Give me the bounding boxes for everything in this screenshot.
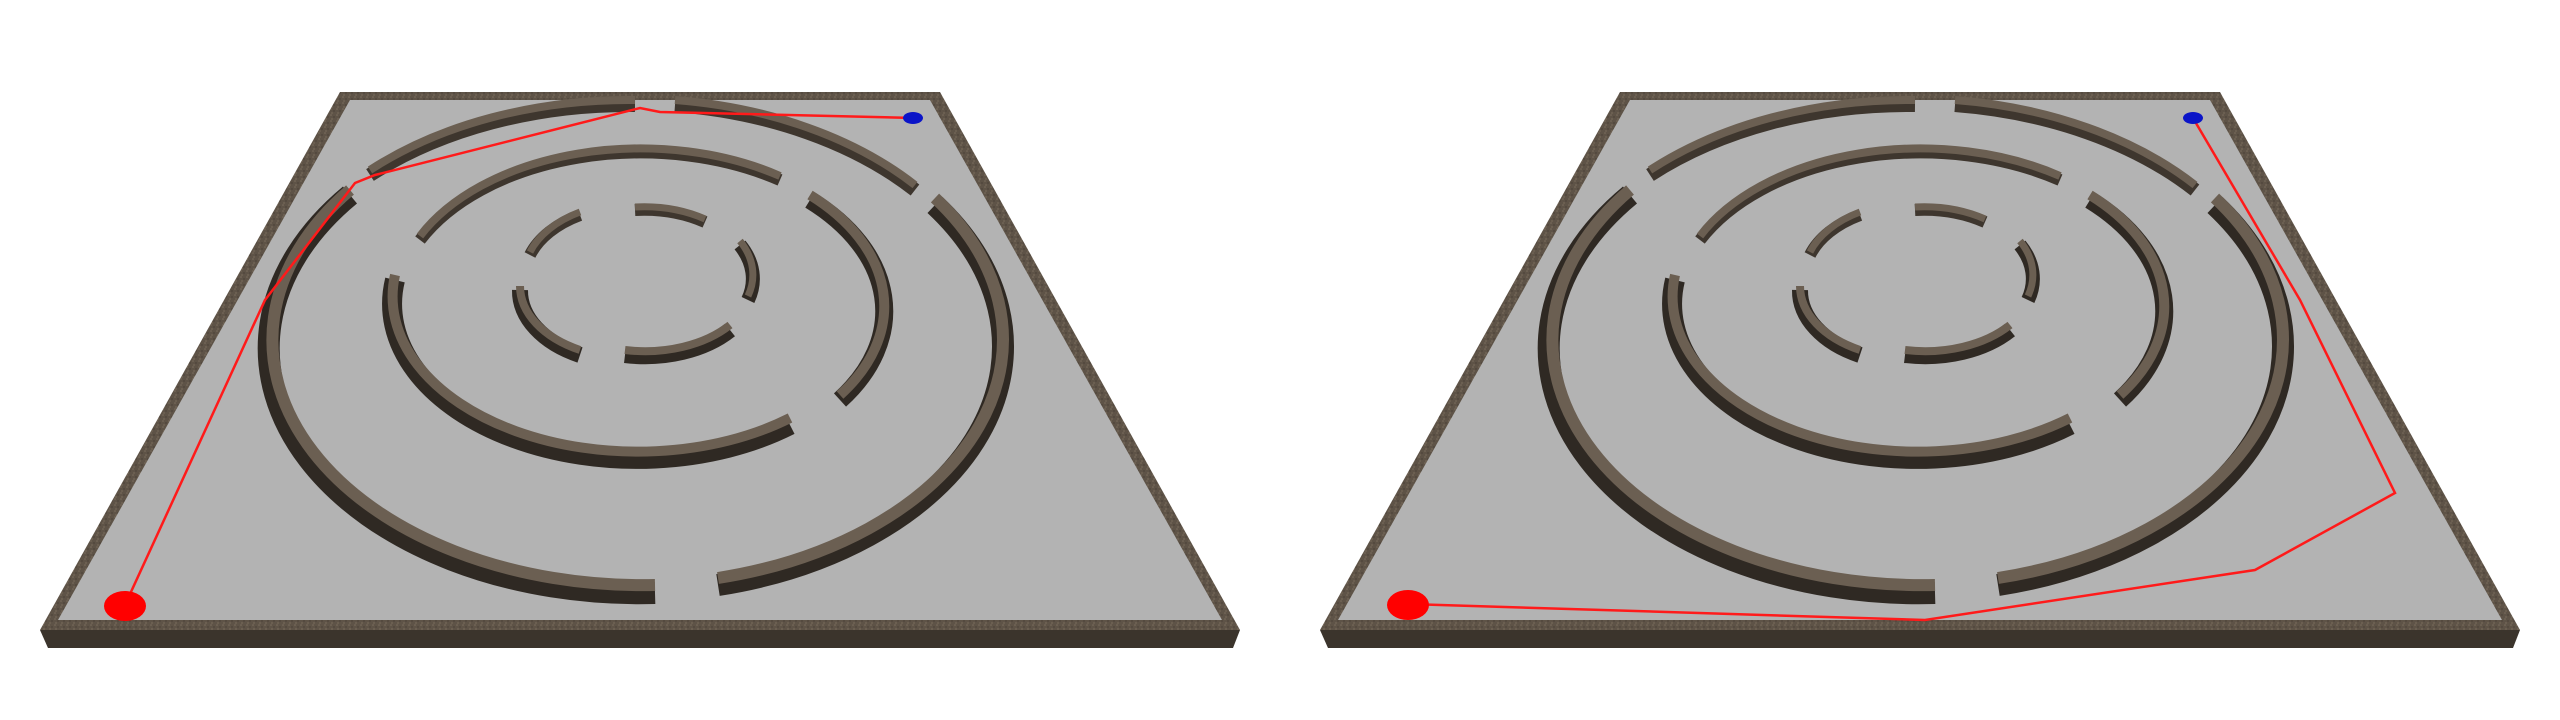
maze-floor-edge <box>40 630 1240 648</box>
inner-ring-wall <box>511 203 760 365</box>
outer-ring-wall <box>257 95 1014 605</box>
solution-path <box>1407 117 2397 622</box>
start-marker <box>104 591 146 621</box>
maze-floor-edge <box>1320 630 2520 648</box>
middle-ring-wall <box>382 144 894 469</box>
left-maze-render <box>40 92 1240 648</box>
outer-ring-wall <box>1537 95 2294 605</box>
start-marker <box>1387 590 1429 620</box>
middle-ring-wall <box>1662 144 2174 469</box>
goal-marker <box>2183 112 2203 124</box>
goal-marker <box>903 112 923 124</box>
right-maze-render <box>1320 92 2520 648</box>
solution-path <box>123 106 916 606</box>
inner-ring-wall <box>1791 203 2040 365</box>
